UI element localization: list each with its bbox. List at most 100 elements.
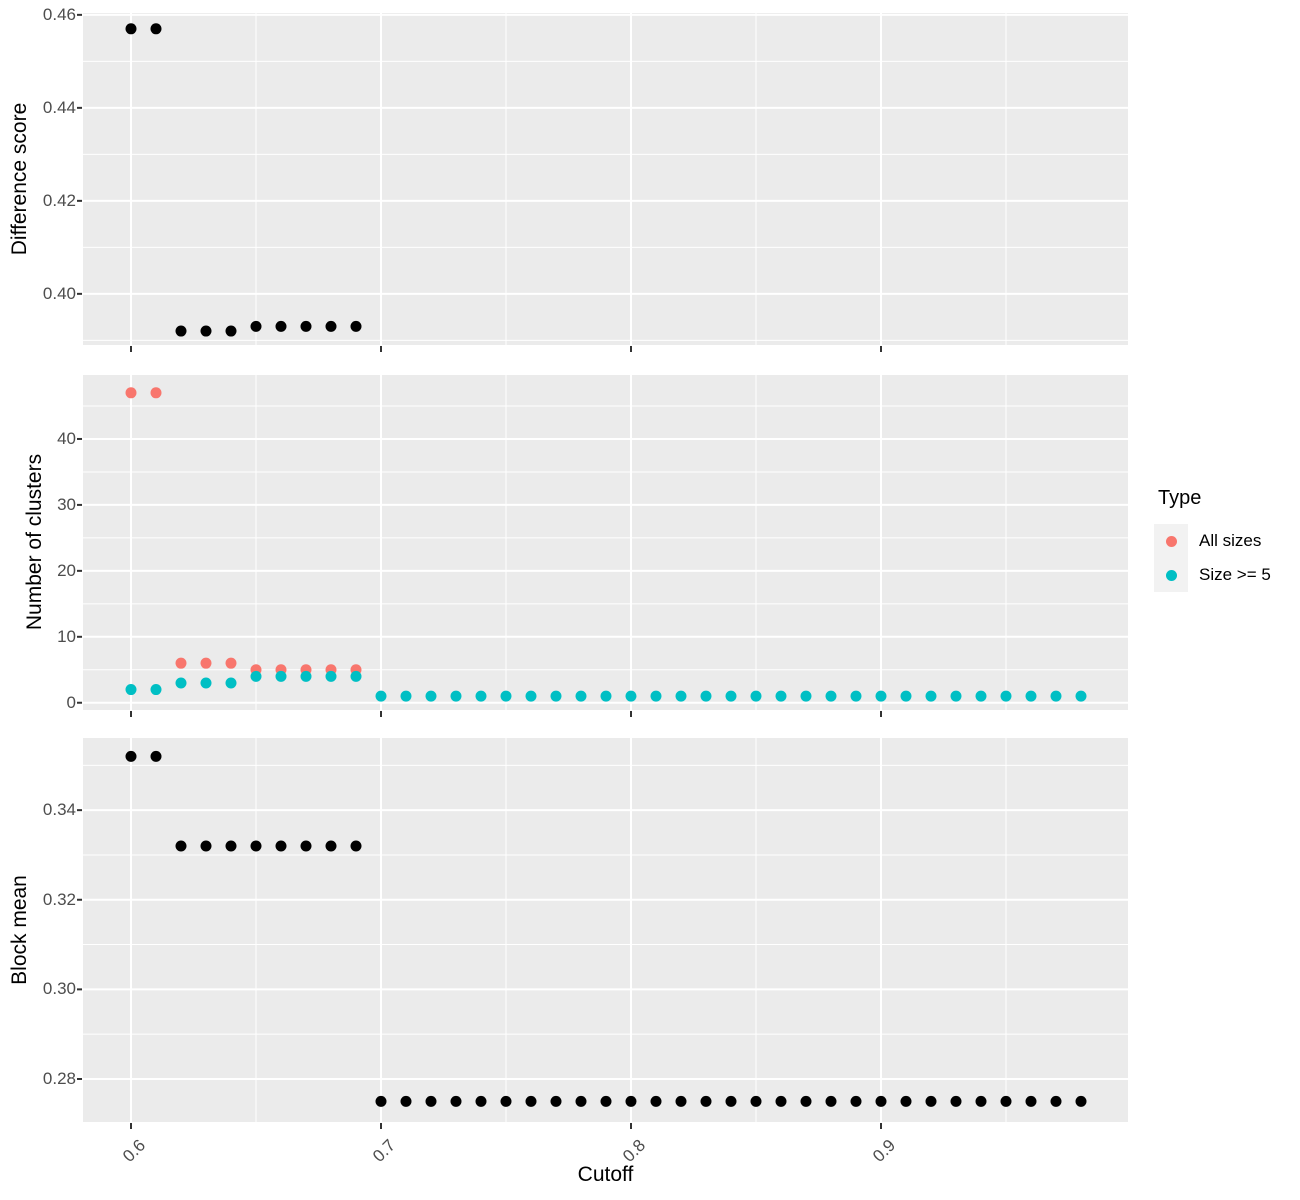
data-point: [450, 690, 462, 702]
data-point: [725, 1095, 737, 1107]
data-point: [950, 690, 962, 702]
data-point: [800, 1095, 812, 1107]
data-point: [350, 670, 362, 682]
data-point: [550, 1095, 562, 1107]
legend-key: [1154, 558, 1188, 592]
legend-item-all-sizes: All sizes: [1154, 524, 1271, 558]
y-tick-label: 0.32: [42, 889, 76, 909]
data-point: [200, 325, 212, 337]
y-tick-label: 0.40: [42, 283, 76, 303]
data-point: [850, 690, 862, 702]
y-tick-label: 0.34: [42, 800, 76, 820]
data-point: [1000, 1095, 1012, 1107]
data-point: [250, 320, 262, 332]
data-point: [525, 690, 537, 702]
data-point: [825, 690, 837, 702]
y-tick-label: 0.28: [42, 1068, 76, 1088]
data-point: [650, 690, 662, 702]
data-point: [450, 1095, 462, 1107]
panel-background: [83, 375, 1128, 710]
data-point: [950, 1095, 962, 1107]
y-axis-title-block-mean: Block mean: [8, 875, 31, 985]
legend-title: Type: [1158, 487, 1202, 509]
data-point: [600, 690, 612, 702]
data-point: [150, 750, 162, 762]
data-point: [225, 840, 237, 852]
data-point: [325, 840, 337, 852]
data-point: [200, 657, 212, 669]
data-point: [750, 1095, 762, 1107]
data-point: [225, 657, 237, 669]
data-point: [300, 840, 312, 852]
data-point: [150, 387, 162, 399]
data-point: [475, 690, 487, 702]
size-ge-5-dot-icon: [1165, 569, 1177, 581]
y-tick-label: 20: [57, 560, 76, 580]
y-tick-label: 40: [57, 428, 76, 448]
data-point: [550, 690, 562, 702]
data-point: [925, 1095, 937, 1107]
legend: Type All sizes Size >= 5: [1154, 486, 1271, 592]
data-point: [900, 1095, 912, 1107]
data-point: [175, 840, 187, 852]
data-point: [650, 1095, 662, 1107]
data-point: [275, 320, 287, 332]
data-point: [500, 690, 512, 702]
data-point: [175, 325, 187, 337]
data-point: [975, 690, 987, 702]
data-point: [825, 1095, 837, 1107]
legend-item-size-ge-5: Size >= 5: [1154, 558, 1271, 592]
legend-label: All sizes: [1199, 531, 1262, 550]
y-tick-label: 0.44: [42, 97, 76, 117]
data-point: [600, 1095, 612, 1107]
data-point: [325, 320, 337, 332]
all-sizes-dot-icon: [1165, 535, 1177, 547]
data-point: [875, 690, 887, 702]
data-point: [375, 1095, 387, 1107]
data-point: [1075, 690, 1087, 702]
data-point: [250, 670, 262, 682]
data-point: [300, 320, 312, 332]
data-point: [275, 670, 287, 682]
legend-label: Size >= 5: [1199, 565, 1271, 584]
data-point: [150, 23, 162, 35]
data-point: [225, 677, 237, 689]
data-point: [400, 690, 412, 702]
data-point: [525, 1095, 537, 1107]
data-point: [325, 670, 337, 682]
data-point: [1025, 690, 1037, 702]
data-point: [125, 23, 137, 35]
data-point: [200, 840, 212, 852]
data-point: [775, 690, 787, 702]
panel-background: [83, 13, 1128, 345]
data-point: [775, 1095, 787, 1107]
data-point: [350, 320, 362, 332]
data-point: [275, 840, 287, 852]
data-point: [175, 677, 187, 689]
data-point: [700, 690, 712, 702]
y-tick-label: 0.30: [42, 979, 76, 999]
y-tick-label: 0: [66, 692, 76, 712]
data-point: [800, 690, 812, 702]
data-point: [125, 750, 137, 762]
data-point: [375, 690, 387, 702]
data-point: [575, 690, 587, 702]
y-tick-label: 30: [57, 494, 76, 514]
legend-key: [1154, 524, 1188, 558]
data-point: [575, 1095, 587, 1107]
data-point: [475, 1095, 487, 1107]
data-point: [350, 840, 362, 852]
data-point: [175, 657, 187, 669]
data-point: [300, 670, 312, 682]
y-tick-label: 0.42: [42, 190, 76, 210]
data-point: [675, 690, 687, 702]
data-point: [725, 690, 737, 702]
data-point: [500, 1095, 512, 1107]
panel-background: [83, 738, 1128, 1122]
y-tick-label: 0.46: [42, 4, 76, 24]
data-point: [150, 684, 162, 696]
data-point: [250, 840, 262, 852]
data-point: [925, 690, 937, 702]
